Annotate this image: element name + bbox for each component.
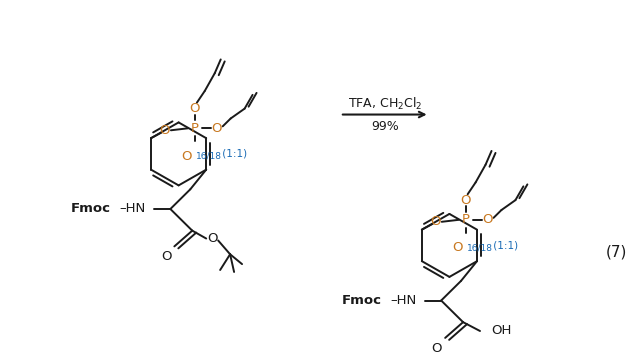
Text: Fmoc: Fmoc: [341, 294, 382, 307]
Text: O: O: [181, 150, 192, 163]
Text: –HN: –HN: [119, 202, 145, 215]
Text: OH: OH: [491, 323, 511, 336]
Text: O: O: [161, 250, 172, 263]
Text: 99%: 99%: [371, 120, 399, 133]
Text: 16/18: 16/18: [196, 152, 222, 161]
Text: O: O: [431, 215, 441, 228]
Text: O: O: [207, 232, 218, 245]
Text: O: O: [189, 102, 200, 115]
Text: Fmoc: Fmoc: [71, 202, 110, 215]
Text: O: O: [160, 124, 170, 137]
Text: O: O: [211, 122, 222, 135]
Text: O: O: [432, 342, 442, 355]
Text: 16/18: 16/18: [466, 243, 493, 252]
Text: –HN: –HN: [390, 294, 416, 307]
Text: (1:1): (1:1): [489, 241, 517, 251]
Text: (1:1): (1:1): [219, 149, 247, 159]
Text: O: O: [461, 194, 471, 207]
Text: O: O: [482, 213, 493, 226]
Text: (7): (7): [606, 245, 627, 260]
Text: O: O: [452, 242, 463, 255]
Text: P: P: [462, 213, 470, 226]
Text: TFA, CH$_2$Cl$_2$: TFA, CH$_2$Cl$_2$: [348, 95, 422, 112]
Text: P: P: [191, 122, 199, 135]
